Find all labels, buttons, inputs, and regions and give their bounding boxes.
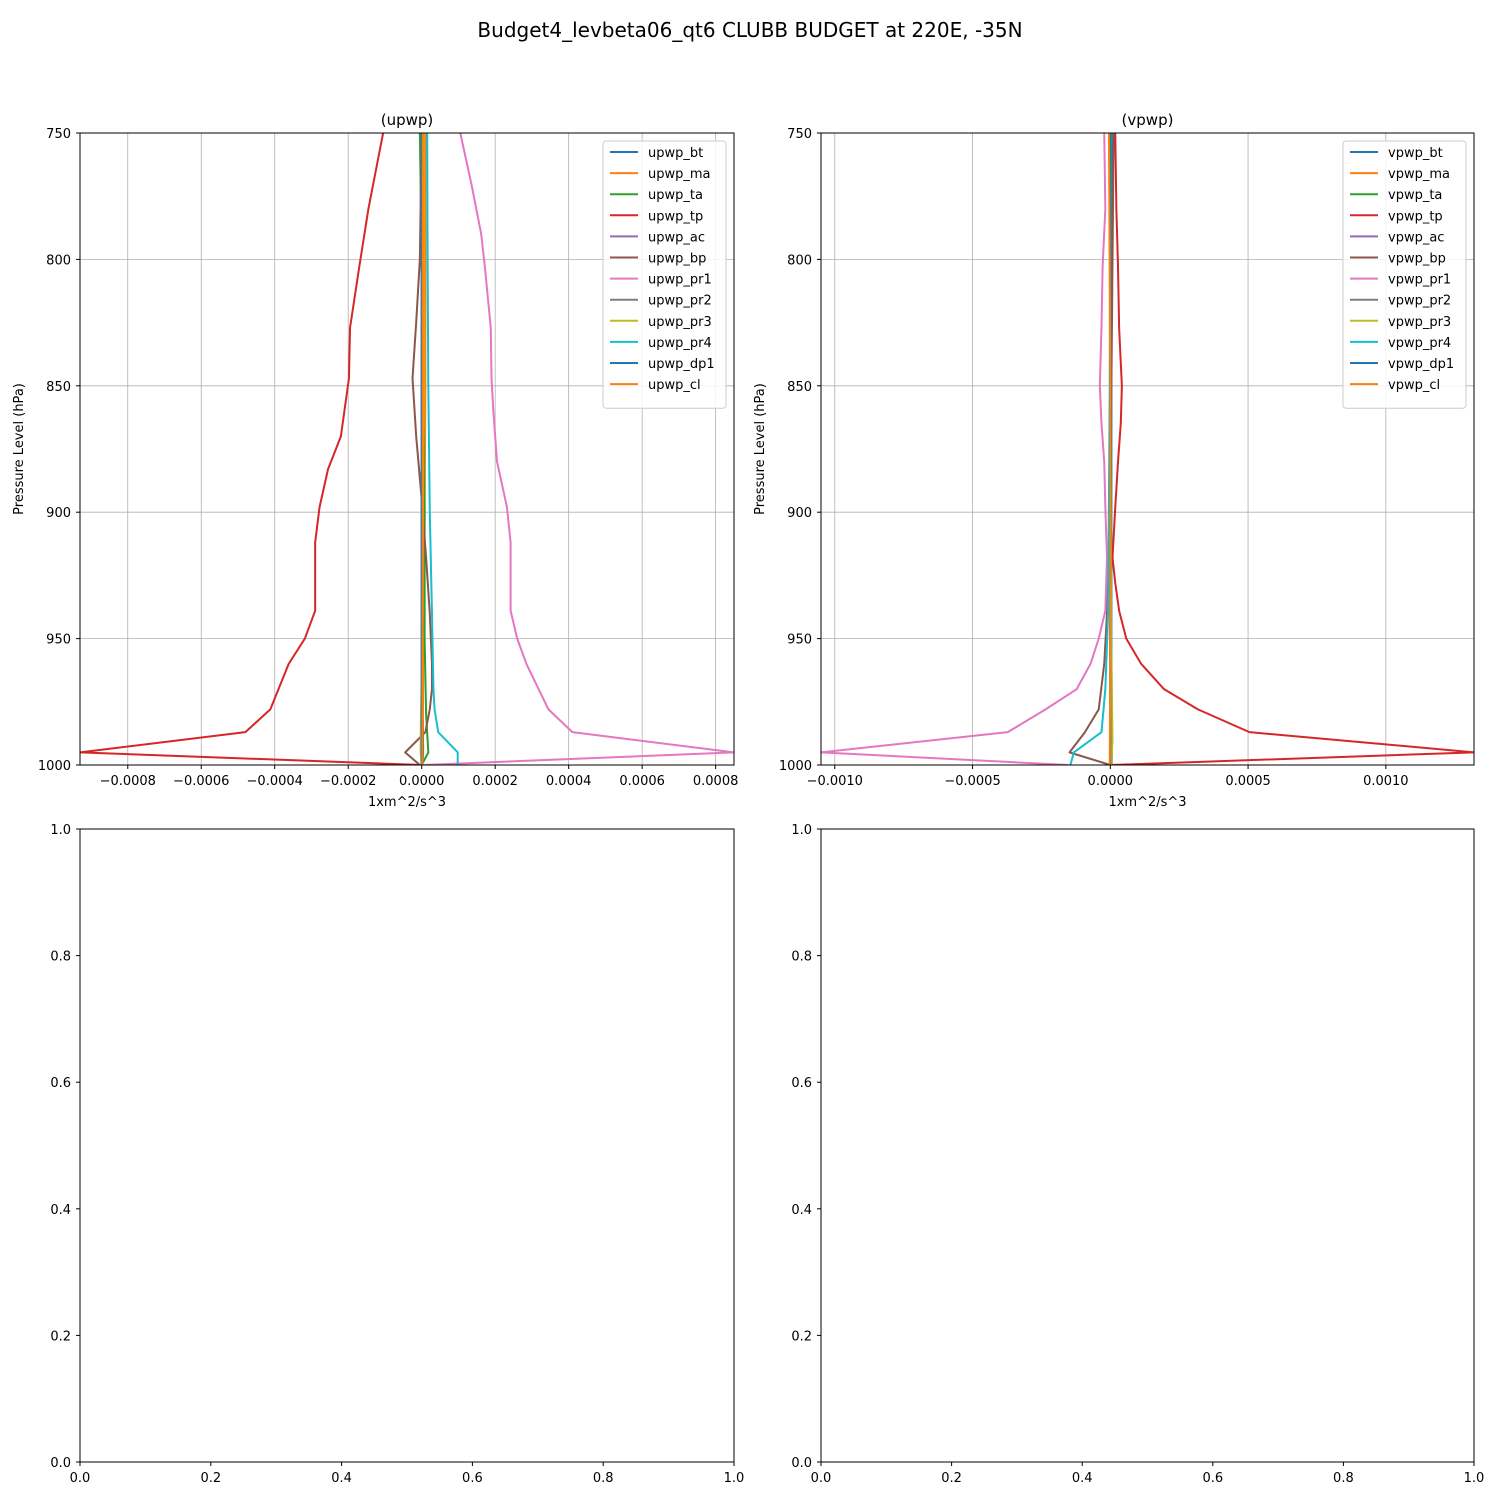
legend-label: vpwp_bt [1388, 146, 1443, 161]
x-tick-label: 0.6 [1202, 1471, 1223, 1486]
y-tick-label: 0.6 [50, 1076, 71, 1091]
subplot-title: (upwp) [381, 111, 434, 129]
x-tick-label: 0.0000 [1088, 774, 1134, 789]
legend-label: upwp_tp [648, 209, 703, 224]
x-tick-label: −0.0002 [320, 774, 376, 789]
y-tick-label: 900 [787, 506, 812, 521]
y-tick-label: 750 [787, 127, 812, 142]
x-tick-label: 0.8 [593, 1471, 614, 1486]
y-tick-label: 0.0 [50, 1456, 71, 1471]
y-tick-label: 1.0 [50, 823, 71, 838]
legend-label: upwp_pr3 [648, 315, 712, 330]
figure-title: Budget4_levbeta06_qt6 CLUBB BUDGET at 22… [477, 18, 1022, 42]
x-tick-label: 1.0 [724, 1471, 745, 1486]
legend-label: upwp_ma [648, 167, 711, 182]
legend-label: upwp_bp [648, 252, 706, 267]
x-tick-label: 0.0002 [472, 774, 518, 789]
y-tick-label: 1000 [779, 759, 812, 774]
legend-label: vpwp_bp [1388, 252, 1446, 267]
legend-label: vpwp_dp1 [1388, 357, 1454, 372]
x-tick-label: 0.0006 [619, 774, 665, 789]
legend-label: vpwp_cl [1388, 378, 1440, 393]
y-axis-label: Pressure Level (hPa) [12, 383, 27, 515]
legend-label: vpwp_ta [1388, 188, 1442, 203]
legend-label: vpwp_pr4 [1388, 336, 1451, 351]
legend: upwp_bt upwp_ma upwp_ta upwp_tp upwp_ac upwp_… [603, 141, 726, 408]
y-tick-label: 900 [46, 506, 71, 521]
y-tick-label: 0.4 [50, 1203, 71, 1218]
y-tick-label: 850 [787, 380, 812, 395]
y-tick-label: 950 [787, 633, 812, 648]
x-tick-label: 0.8 [1333, 1471, 1354, 1486]
y-tick-label: 850 [46, 380, 71, 395]
legend-label: upwp_ta [648, 188, 703, 203]
x-tick-label: 0.2 [200, 1471, 221, 1486]
x-tick-label: 0.0005 [1225, 774, 1271, 789]
x-tick-label: 1.0 [1464, 1471, 1485, 1486]
y-tick-label: 800 [787, 253, 812, 268]
legend-label: upwp_pr2 [648, 294, 712, 309]
legend-label: vpwp_ma [1388, 167, 1450, 182]
x-tick-label: 0.0008 [693, 774, 739, 789]
y-tick-label: 800 [46, 253, 71, 268]
x-axis-label: 1xm^2/s^3 [1108, 795, 1186, 810]
x-tick-label: −0.0005 [944, 774, 1000, 789]
legend-label: vpwp_pr2 [1388, 294, 1451, 309]
x-tick-label: −0.0010 [807, 774, 863, 789]
legend-label: upwp_bt [648, 146, 703, 161]
subplot-title: (vpwp) [1122, 111, 1174, 129]
legend-label: vpwp_tp [1388, 209, 1443, 224]
legend-label: vpwp_pr1 [1388, 273, 1451, 288]
x-tick-label: 0.0004 [546, 774, 592, 789]
legend-label: upwp_pr1 [648, 273, 712, 288]
y-tick-label: 750 [46, 127, 71, 142]
x-tick-label: 0.4 [1072, 1471, 1093, 1486]
legend-label: upwp_dp1 [648, 357, 715, 372]
y-tick-label: 0.0 [791, 1456, 812, 1471]
x-tick-label: 0.2 [941, 1471, 962, 1486]
y-tick-label: 1000 [38, 759, 71, 774]
y-tick-label: 0.2 [791, 1329, 812, 1344]
x-tick-label: −0.0004 [247, 774, 303, 789]
x-axis-label: 1xm^2/s^3 [368, 795, 446, 810]
x-tick-label: 0.0010 [1363, 774, 1409, 789]
legend: vpwp_bt vpwp_ma vpwp_ta vpwp_tp vpwp_ac vpwp_… [1343, 141, 1466, 408]
y-tick-label: 950 [46, 633, 71, 648]
y-tick-label: 0.8 [791, 950, 812, 965]
x-tick-label: 0.0 [811, 1471, 832, 1486]
x-tick-label: 0.4 [331, 1471, 352, 1486]
legend-label: vpwp_pr3 [1388, 315, 1451, 330]
x-tick-label: −0.0008 [100, 774, 156, 789]
y-tick-label: 0.2 [50, 1329, 71, 1344]
x-tick-label: 0.0 [70, 1471, 91, 1486]
legend-label: vpwp_ac [1388, 230, 1444, 245]
legend-label: upwp_ac [648, 230, 705, 245]
x-tick-label: −0.0006 [173, 774, 229, 789]
legend-label: upwp_pr4 [648, 336, 712, 351]
y-axis-label: Pressure Level (hPa) [753, 383, 768, 515]
y-tick-label: 0.8 [50, 950, 71, 965]
y-tick-label: 0.6 [791, 1076, 812, 1091]
y-tick-label: 0.4 [791, 1203, 812, 1218]
x-tick-label: 0.6 [462, 1471, 483, 1486]
x-tick-label: 0.0000 [399, 774, 445, 789]
y-tick-label: 1.0 [791, 823, 812, 838]
legend-label: upwp_cl [648, 378, 701, 393]
